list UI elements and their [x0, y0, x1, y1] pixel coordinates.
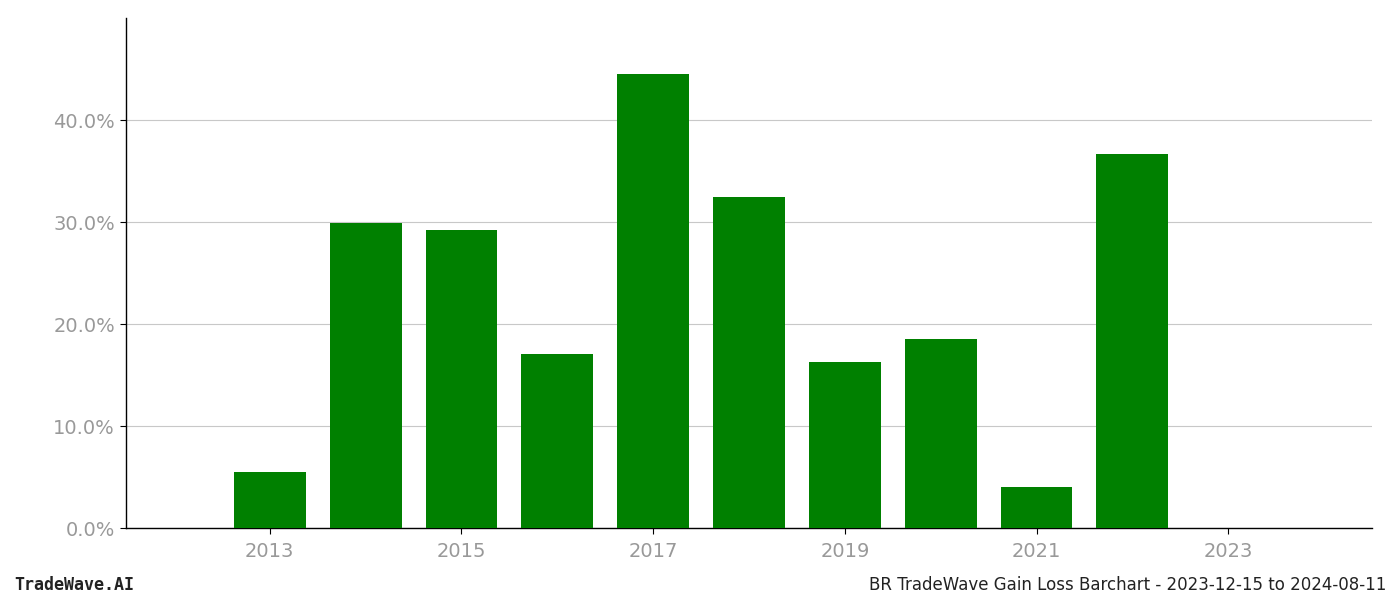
- Bar: [329, 223, 402, 528]
- Bar: [234, 472, 305, 528]
- Bar: [426, 230, 497, 528]
- Bar: [713, 196, 785, 528]
- Text: TradeWave.AI: TradeWave.AI: [14, 576, 134, 594]
- Text: BR TradeWave Gain Loss Barchart - 2023-12-15 to 2024-08-11: BR TradeWave Gain Loss Barchart - 2023-1…: [868, 576, 1386, 594]
- Bar: [904, 340, 977, 528]
- Bar: [617, 74, 689, 528]
- Bar: [521, 353, 594, 528]
- Bar: [809, 362, 881, 528]
- Bar: [1096, 154, 1169, 528]
- Bar: [1001, 487, 1072, 528]
